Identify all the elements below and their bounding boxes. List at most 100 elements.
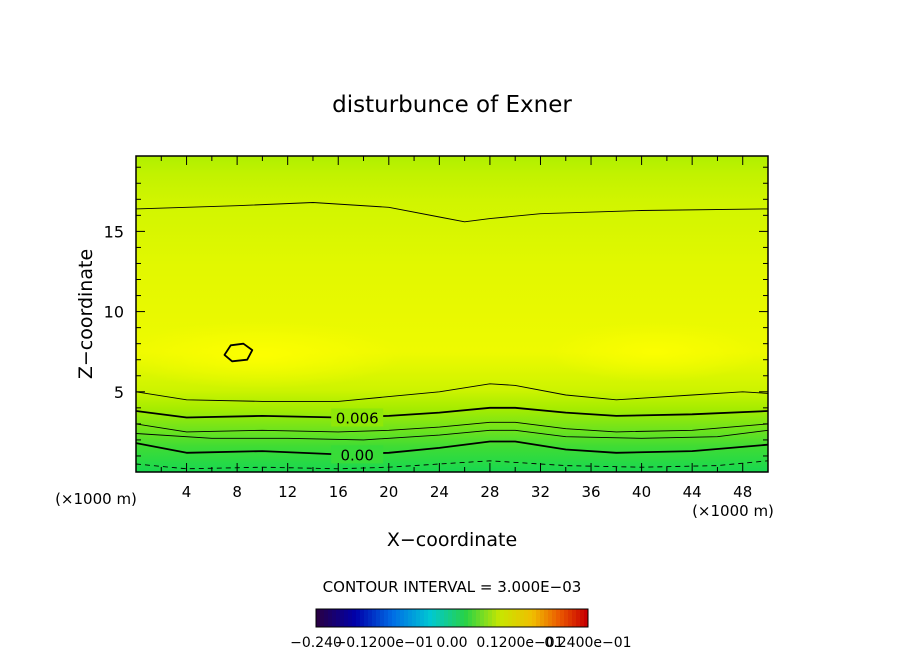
colorbar-cell	[480, 609, 485, 627]
colorbar-cell	[540, 609, 545, 627]
maximum-region-left	[136, 321, 405, 389]
colorbar-cell	[360, 609, 365, 627]
colorbar-cell	[520, 609, 525, 627]
colorbar-cell	[512, 609, 517, 627]
x-tick-label: 8	[232, 483, 242, 501]
colorbar-cell	[432, 609, 437, 627]
colorbar-cell	[584, 609, 589, 627]
x-tick-label: 44	[683, 483, 702, 501]
x-tick-label: 48	[733, 483, 752, 501]
x-tick-label: 16	[329, 483, 348, 501]
colorbar-cell	[456, 609, 461, 627]
colorbar-cell	[368, 609, 373, 627]
colorbar-cell	[372, 609, 377, 627]
colorbar-cell	[416, 609, 421, 627]
contour-line-1	[136, 202, 768, 223]
x-tick-label: 12	[278, 483, 297, 501]
colorbar-cell	[376, 609, 381, 627]
colorbar-cell	[436, 609, 441, 627]
chart-title: disturbunce of Exner	[332, 92, 572, 118]
x-tick-label: 32	[531, 483, 550, 501]
colorbar-cell	[484, 609, 489, 627]
colorbar-frame	[315, 608, 589, 628]
colorbar-cell	[420, 609, 425, 627]
colorbar-cell	[580, 609, 585, 627]
colorbar-labels: −0.240−0.1200e−01 0.00 0.1200e−010.2400e−0…	[290, 635, 631, 651]
colorbar-label: 0.00	[436, 635, 467, 651]
colorbar-cell	[516, 609, 521, 627]
colorbar-cell	[336, 609, 341, 627]
colorbar-cell	[448, 609, 453, 627]
x-axis-label: X−coordinate	[387, 529, 517, 551]
colorbar-cell	[356, 609, 361, 627]
contour-line-6	[136, 440, 768, 456]
colorbar-label: −0.1200e−01	[335, 635, 434, 651]
colorbar-cell	[492, 609, 497, 627]
colorbar-label: 0.2400e−01	[544, 635, 631, 651]
x-tick-label: 20	[379, 483, 398, 501]
y-tick-label: 10	[104, 303, 124, 322]
field-fill	[136, 156, 768, 472]
colorbar-cell	[332, 609, 337, 627]
colorbar-cell	[464, 609, 469, 627]
y-tick-label: 15	[104, 222, 124, 241]
contour-label: 0.006	[336, 409, 379, 427]
colorbar-cell	[440, 609, 445, 627]
x-tick-label: 24	[430, 483, 449, 501]
contour-labels: 0.006 0.00	[331, 408, 384, 464]
colorbar-cell	[452, 609, 457, 627]
colorbar-cell	[528, 609, 533, 627]
colorbar-cell	[532, 609, 537, 627]
colorbar-cell	[400, 609, 405, 627]
colorbar-cell	[576, 609, 581, 627]
colorbar-cell	[392, 609, 397, 627]
contour-line-2	[136, 383, 768, 402]
colorbar-cell	[560, 609, 565, 627]
colorbar-cell	[524, 609, 529, 627]
x-tick-label: 40	[632, 483, 651, 501]
colorbar-label: −0.240	[290, 635, 342, 651]
x-unit-label-left: (×1000 m)	[55, 490, 137, 508]
contour-interval-text: CONTOUR INTERVAL = 3.000E−03	[323, 578, 582, 596]
colorbar-cell	[412, 609, 417, 627]
colorbar-cell	[408, 609, 413, 627]
colorbar-cell	[548, 609, 553, 627]
colorbar-cell	[568, 609, 573, 627]
colorbar-cell	[564, 609, 569, 627]
colorbar-cell	[428, 609, 433, 627]
contour-lines	[136, 202, 768, 470]
colorbar	[315, 608, 589, 628]
contour-line-8	[223, 342, 254, 363]
colorbar-cell	[544, 609, 549, 627]
colorbar-cell	[504, 609, 509, 627]
colorbar-cell	[476, 609, 481, 627]
colorbar-cell	[352, 609, 357, 627]
contour-label-gap	[331, 445, 384, 464]
x-tick-label: 36	[581, 483, 600, 501]
colorbar-cell	[444, 609, 449, 627]
colorbar-cell	[536, 609, 541, 627]
colorbar-cell	[396, 609, 401, 627]
colorbar-cell	[328, 609, 333, 627]
colorbar-cell	[556, 609, 561, 627]
x-tick-label: 4	[182, 483, 192, 501]
colorbar-cell	[472, 609, 477, 627]
colorbar-label: 0.1200e−01	[476, 635, 563, 651]
colorbar-cell	[468, 609, 473, 627]
colorbar-cell	[320, 609, 325, 627]
contour-line-4	[136, 421, 768, 433]
colorbar-cell	[424, 609, 429, 627]
colorbar-cell	[488, 609, 493, 627]
colorbar-cell	[496, 609, 501, 627]
colorbar-cell	[500, 609, 505, 627]
colorbar-cell	[552, 609, 557, 627]
axis-ticks	[136, 156, 768, 472]
x-unit-label-right: (×1000 m)	[692, 502, 774, 520]
colorbar-cell	[404, 609, 409, 627]
colorbar-cell	[364, 609, 369, 627]
colorbar-cell	[384, 609, 389, 627]
colorbar-cell	[572, 609, 577, 627]
contour-label-gap	[331, 408, 384, 427]
colorbar-cell	[316, 609, 321, 627]
